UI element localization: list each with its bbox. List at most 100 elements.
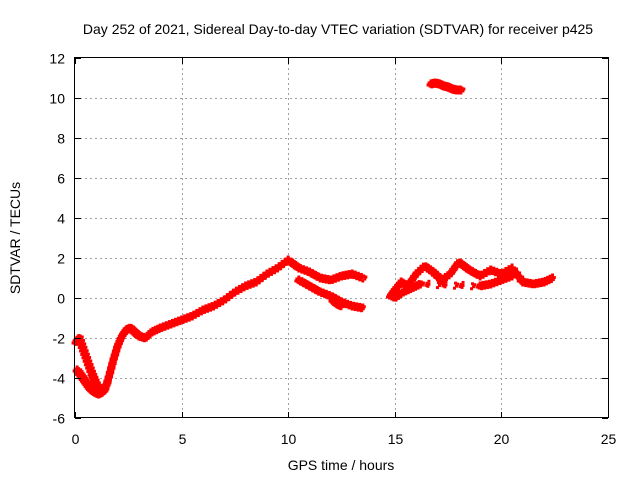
data-point	[462, 87, 466, 91]
data-point	[245, 286, 249, 290]
series-isolated-blob	[328, 295, 346, 311]
data-point	[260, 278, 264, 282]
data-point	[292, 260, 296, 264]
data-point	[250, 282, 254, 286]
data-point	[111, 371, 115, 375]
data-point	[419, 264, 423, 268]
data-point	[498, 272, 502, 276]
data-point	[495, 281, 499, 285]
data-point	[190, 317, 194, 321]
data-point	[91, 366, 95, 370]
data-point	[148, 330, 152, 334]
data-point	[114, 353, 118, 357]
data-point	[209, 308, 213, 312]
data-point	[157, 328, 161, 332]
data-point	[113, 359, 117, 363]
data-point	[551, 273, 555, 277]
data-point	[205, 309, 209, 313]
x-tick-label: 0	[72, 431, 80, 447]
data-point	[86, 370, 90, 374]
series-late-lower-strand	[390, 272, 517, 302]
data-point	[185, 318, 189, 322]
data-point	[181, 320, 185, 324]
data-point	[510, 266, 514, 270]
data-point	[461, 283, 465, 287]
data-point	[319, 290, 323, 294]
data-point	[106, 376, 110, 380]
data-point	[395, 289, 399, 293]
data-point	[445, 276, 449, 280]
data-point	[510, 277, 514, 281]
data-point	[79, 370, 83, 374]
data-point	[218, 302, 222, 306]
data-point	[292, 266, 296, 270]
data-point	[438, 282, 442, 286]
data-point	[454, 261, 458, 265]
data-points	[71, 78, 556, 399]
data-point	[481, 275, 485, 279]
data-point	[188, 317, 192, 321]
data-point	[424, 283, 428, 287]
chart-title: Day 252 of 2021, Sidereal Day-to-day VTE…	[83, 21, 593, 37]
data-point	[492, 271, 496, 275]
data-point	[458, 284, 462, 288]
data-point	[321, 276, 325, 280]
data-point	[507, 278, 511, 282]
data-point	[208, 304, 212, 308]
data-point	[520, 279, 524, 283]
data-point	[169, 325, 173, 329]
data-point	[362, 274, 366, 278]
data-point	[101, 384, 105, 388]
axis-ticks: 0 5 10 15 20 25 -6 -4 -2 0 2 4 6 8 10 12	[49, 51, 616, 448]
data-point	[321, 293, 325, 297]
data-point	[427, 267, 431, 271]
data-point	[406, 289, 410, 293]
data-point	[455, 262, 459, 266]
data-point	[315, 291, 319, 295]
data-point	[464, 269, 468, 273]
data-point	[397, 295, 401, 299]
data-point	[279, 267, 283, 271]
data-point	[476, 283, 480, 287]
data-point	[285, 262, 289, 266]
data-point	[233, 293, 237, 297]
data-point	[392, 295, 396, 299]
data-point	[426, 284, 430, 288]
data-point	[330, 292, 334, 296]
data-point	[255, 281, 259, 285]
data-point	[84, 377, 88, 381]
data-point	[163, 327, 167, 331]
data-point	[88, 362, 92, 366]
data-point	[148, 335, 152, 339]
data-point	[257, 281, 261, 285]
data-point	[409, 286, 413, 290]
data-point	[484, 269, 488, 273]
data-point	[551, 278, 555, 282]
data-point	[505, 267, 509, 271]
data-point	[442, 282, 446, 286]
data-point	[89, 374, 93, 378]
data-point	[318, 275, 322, 279]
data-point	[344, 274, 348, 278]
data-point	[495, 267, 499, 271]
data-point	[304, 282, 308, 286]
data-point	[239, 290, 243, 294]
data-point	[511, 272, 515, 276]
data-point	[414, 271, 418, 275]
data-point	[516, 271, 520, 275]
data-point	[355, 302, 359, 306]
data-point	[352, 301, 356, 305]
data-point	[79, 349, 83, 353]
data-point	[399, 293, 403, 297]
data-point	[395, 287, 399, 291]
data-point	[436, 276, 440, 280]
data-point	[424, 266, 428, 270]
x-tick-label: 15	[388, 431, 404, 447]
y-tick-label: -6	[53, 411, 66, 427]
data-point	[485, 281, 489, 285]
data-point	[317, 277, 321, 281]
data-point	[402, 284, 406, 288]
data-point	[398, 282, 402, 286]
data-point	[114, 342, 118, 346]
data-point	[414, 287, 418, 291]
